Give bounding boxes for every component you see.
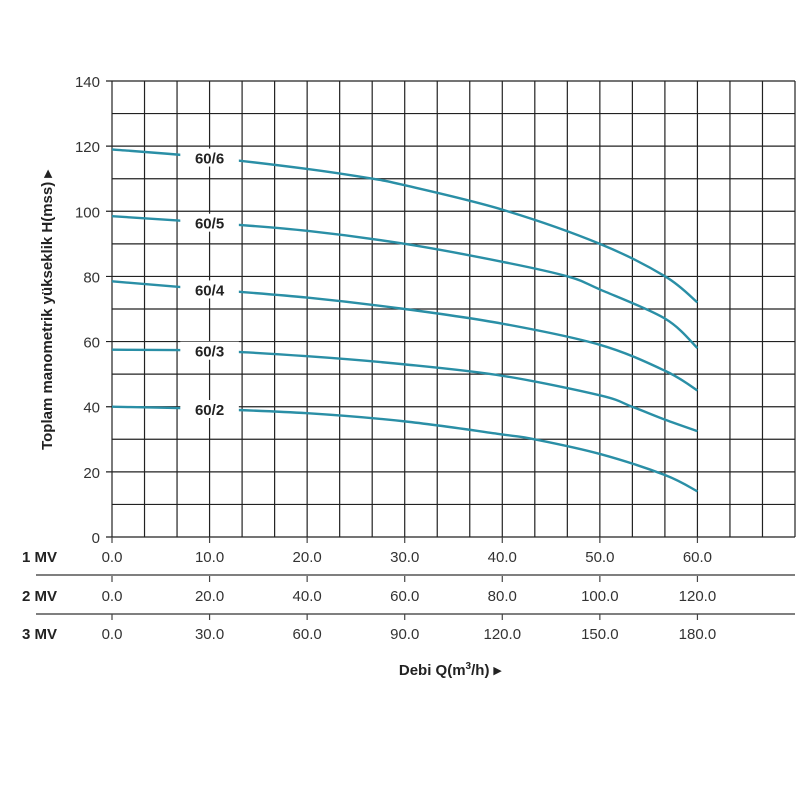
y-axis-ticks: 0 20 40 60 80 100 120 140 bbox=[75, 74, 100, 547]
x-tick-label: 40.0 bbox=[293, 588, 322, 605]
y-tick-label: 80 bbox=[83, 269, 100, 286]
curve-label-background bbox=[180, 213, 239, 232]
x-tick-label: 0.0 bbox=[102, 626, 123, 643]
x-tick-label: 30.0 bbox=[390, 549, 419, 566]
curve-label: 60/6 bbox=[195, 151, 224, 168]
x-tick-label: 90.0 bbox=[390, 626, 419, 643]
x-tick-label: 100.0 bbox=[581, 588, 619, 605]
grid bbox=[106, 80, 796, 538]
x-tick-label: 180.0 bbox=[679, 626, 717, 643]
curve-label: 60/4 bbox=[195, 282, 225, 299]
x-scale-row-label: 1 MV bbox=[22, 549, 57, 566]
curve-label-background bbox=[180, 280, 239, 299]
x-axis-title: Debi Q(m3/h) ▸ bbox=[399, 661, 503, 679]
y-tick-label: 100 bbox=[75, 204, 100, 221]
curve-label-background bbox=[180, 399, 239, 418]
x-tick-label: 0.0 bbox=[102, 549, 123, 566]
x-tick-label: 60.0 bbox=[293, 626, 322, 643]
x-tick-label: 0.0 bbox=[102, 588, 123, 605]
x-tick-label: 150.0 bbox=[581, 626, 619, 643]
curve-label: 60/2 bbox=[195, 402, 224, 419]
x-tick-label: 20.0 bbox=[195, 588, 224, 605]
y-tick-label: 60 bbox=[83, 335, 100, 352]
y-tick-label: 140 bbox=[75, 74, 100, 91]
x-scale-row-label: 3 MV bbox=[22, 626, 57, 643]
y-tick-label: 40 bbox=[83, 400, 100, 417]
x-tick-label: 50.0 bbox=[585, 549, 614, 566]
y-tick-label: 20 bbox=[83, 465, 100, 482]
curve-label: 60/3 bbox=[195, 344, 224, 361]
x-tick-label: 80.0 bbox=[488, 588, 517, 605]
x-tick-label: 60.0 bbox=[390, 588, 419, 605]
curve-label-background bbox=[180, 341, 239, 360]
y-axis-title: Toplam manometrik yükseklik H(mss) ▸ bbox=[39, 169, 56, 450]
x-scale-row-label: 2 MV bbox=[22, 588, 57, 605]
curve-label: 60/5 bbox=[195, 216, 224, 233]
x-tick-label: 120.0 bbox=[484, 626, 522, 643]
x-tick-label: 120.0 bbox=[679, 588, 717, 605]
x-tick-label: 20.0 bbox=[293, 549, 322, 566]
y-tick-label: 0 bbox=[92, 530, 100, 547]
y-tick-label: 120 bbox=[75, 139, 100, 156]
x-axis-scales: 1 MV 0.0 10.0 20.0 30.0 40.0 50.0 60.0 2 MV 0.0 20… bbox=[22, 537, 795, 643]
x-tick-label: 30.0 bbox=[195, 626, 224, 643]
x-tick-label: 10.0 bbox=[195, 549, 224, 566]
curve-label-background bbox=[180, 148, 239, 167]
curves: 60/6 60/5 60/4 60/3 60/2 bbox=[111, 148, 699, 493]
x-tick-label: 60.0 bbox=[683, 549, 712, 566]
x-tick-label: 40.0 bbox=[488, 549, 517, 566]
